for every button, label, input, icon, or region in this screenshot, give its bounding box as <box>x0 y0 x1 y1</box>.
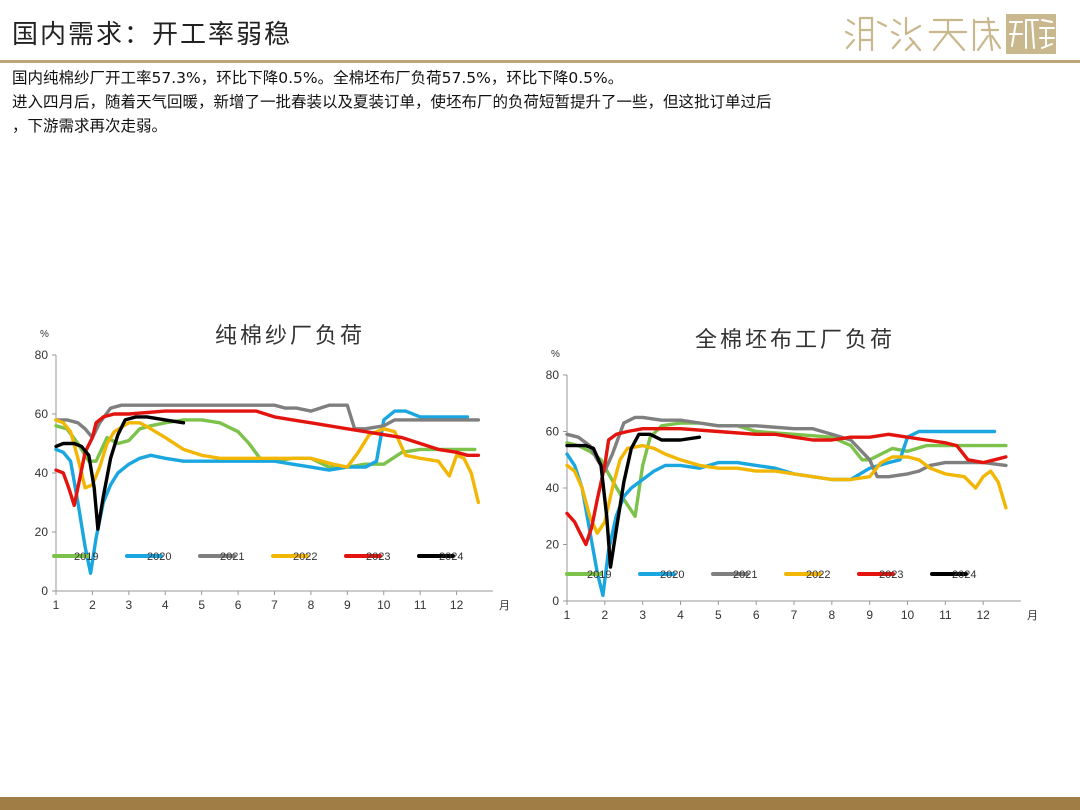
y-axis-unit: % <box>551 349 560 360</box>
x-axis-unit: 月 <box>1027 610 1038 622</box>
y-tick-label: 40 <box>546 481 560 495</box>
series-line-2024 <box>54 415 186 531</box>
x-axis-unit: 月 <box>499 600 510 612</box>
x-tick-label: 1 <box>564 608 571 622</box>
series-line-2019 <box>54 418 477 469</box>
chart-title: 全棉坯布工厂负荷 <box>695 327 895 352</box>
y-tick-label: 20 <box>546 538 560 552</box>
x-tick-label: 10 <box>377 598 391 612</box>
summary-line: ，下游需求再次走弱。 <box>12 117 168 135</box>
y-tick-label: 60 <box>35 407 49 421</box>
header-divider <box>0 60 1080 63</box>
legend-label-2020: 2020 <box>147 551 171 563</box>
legend-label-2023: 2023 <box>879 569 903 581</box>
x-tick-label: 5 <box>198 598 205 612</box>
x-tick-label: 6 <box>753 608 760 622</box>
summary-line: 国内纯棉纱厂开工率57.3%，环比下降0.5%。全棉坯布厂负荷57.5%，环比下… <box>12 69 624 87</box>
chart-title: 纯棉纱厂负荷 <box>215 323 365 348</box>
x-tick-label: 3 <box>125 598 132 612</box>
x-tick-label: 9 <box>344 598 351 612</box>
y-tick-label: 20 <box>35 525 49 539</box>
summary-text: 国内纯棉纱厂开工率57.3%，环比下降0.5%。全棉坯布厂负荷57.5%，环比下… <box>12 66 1062 138</box>
x-tick-label: 12 <box>450 598 464 612</box>
series-line-2020 <box>54 409 470 575</box>
legend-label-2020: 2020 <box>660 569 684 581</box>
x-tick-label: 8 <box>828 608 835 622</box>
legend-label-2021: 2021 <box>733 569 757 581</box>
series-line-2023 <box>54 409 481 508</box>
y-tick-label: 60 <box>546 425 560 439</box>
legend-label-2024: 2024 <box>952 569 976 581</box>
legend-label-2019: 2019 <box>74 551 98 563</box>
x-tick-label: 6 <box>235 598 242 612</box>
series-line-2023 <box>565 426 1008 547</box>
header: 国内需求：开工率弱稳 <box>0 0 1080 63</box>
x-tick-label: 11 <box>939 608 952 622</box>
y-tick-label: 0 <box>552 594 559 608</box>
y-tick-label: 80 <box>35 348 49 362</box>
y-tick-label: 80 <box>546 368 560 382</box>
legend-label-2019: 2019 <box>587 569 611 581</box>
x-tick-label: 4 <box>677 608 684 622</box>
series-line-2021 <box>565 415 1008 479</box>
y-axis-unit: % <box>40 329 49 340</box>
page-title: 国内需求：开工率弱稳 <box>12 20 293 50</box>
series-line-2022 <box>54 418 481 505</box>
x-tick-label: 7 <box>271 598 278 612</box>
legend-label-2021: 2021 <box>220 551 244 563</box>
legend-label-2022: 2022 <box>806 569 830 581</box>
legend-label-2024: 2024 <box>439 551 463 563</box>
x-tick-label: 4 <box>162 598 169 612</box>
x-tick-label: 11 <box>414 598 427 612</box>
series-line-2020 <box>565 429 997 598</box>
x-tick-label: 7 <box>791 608 798 622</box>
legend-label-2022: 2022 <box>293 551 317 563</box>
summary-line: 进入四月后，随着天气回暖，新增了一批春装以及夏装订单，使坯布厂的负荷短暂提升了一… <box>12 93 772 111</box>
x-tick-label: 2 <box>89 598 96 612</box>
brand-logo <box>844 14 1056 54</box>
y-tick-label: 40 <box>35 466 49 480</box>
x-tick-label: 8 <box>308 598 315 612</box>
x-tick-label: 9 <box>866 608 873 622</box>
x-tick-label: 5 <box>715 608 722 622</box>
x-tick-label: 2 <box>601 608 608 622</box>
x-tick-label: 3 <box>639 608 646 622</box>
series-line-2024 <box>565 432 702 569</box>
x-tick-label: 12 <box>976 608 990 622</box>
legend-label-2023: 2023 <box>366 551 390 563</box>
y-tick-label: 0 <box>41 584 48 598</box>
x-tick-label: 1 <box>53 598 60 612</box>
x-tick-label: 10 <box>901 608 915 622</box>
series-line-2022 <box>565 443 1008 535</box>
footer-bar <box>0 797 1080 810</box>
